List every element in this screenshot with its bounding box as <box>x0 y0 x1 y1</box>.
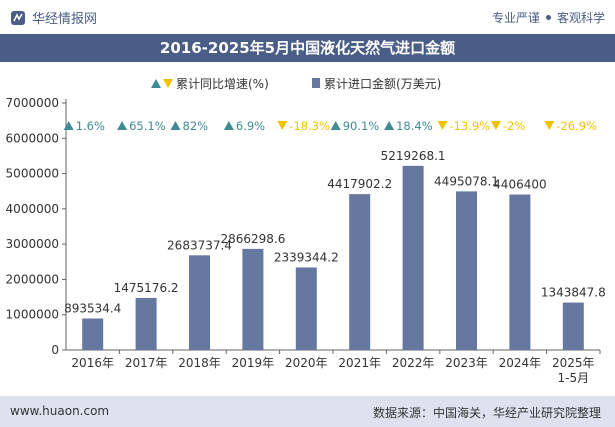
chart: 累计同比增速(%) 累计进口金额(万美元) 0 1000000 2000000 30000… <box>6 76 606 385</box>
footer: www.huaon.com 数据来源：中国海关，华经产业研究院整理 <box>0 396 615 427</box>
legend-up-triangle-icon <box>151 79 161 88</box>
y-tick-label: 2000000 <box>6 272 59 286</box>
x-tick-label: 2021年 <box>338 356 381 370</box>
bar-value-label: 2866298.6 <box>220 232 285 246</box>
growth-up-triangle-icon <box>223 121 234 130</box>
bar-value-label: 2339344.2 <box>274 250 339 264</box>
y-tick-label: 0 <box>51 343 59 357</box>
bar-value-label: 4406400 <box>493 178 546 192</box>
growth-label: 6.9% <box>236 119 265 133</box>
growth-label: -26.9% <box>556 119 597 133</box>
x-tick-label: 2019年 <box>232 356 275 370</box>
growth-down-triangle-icon <box>437 121 448 130</box>
bar <box>82 318 104 350</box>
growth-label: -13.9% <box>450 119 491 133</box>
y-tick-label: 3000000 <box>6 237 59 251</box>
logo-icon <box>11 10 25 25</box>
footer-site: www.huaon.com <box>10 404 110 418</box>
growth-label: 65.1% <box>129 119 166 133</box>
growth-down-triangle-icon <box>490 121 501 130</box>
legend-bar-label: 累计进口金额(万美元) <box>324 76 441 91</box>
y-tick-label: 1000000 <box>6 308 59 322</box>
top-bar: 华经情报网 专业严谨 客观科学 <box>0 0 615 34</box>
bar <box>456 191 477 350</box>
growth-down-triangle-icon <box>544 121 555 130</box>
bar-value-label: 1475176.2 <box>114 281 179 295</box>
growth-label: -2% <box>503 119 525 133</box>
y-tick-label: 7000000 <box>6 96 59 110</box>
tagline-left: 专业严谨 <box>491 11 540 25</box>
bar-value-label: 5219268.1 <box>381 149 446 163</box>
growth-up-triangle-icon <box>384 121 395 130</box>
dot-icon <box>545 15 551 20</box>
x-tick-label: 2018年 <box>178 356 221 370</box>
tagline-right: 客观科学 <box>556 11 605 25</box>
x-tick-label: 2023年 <box>445 356 488 370</box>
bar <box>509 194 531 350</box>
growth-up-triangle-icon <box>63 121 74 130</box>
bar <box>295 267 317 350</box>
legend-down-triangle-icon <box>163 79 173 88</box>
growth-label: 82% <box>183 119 209 133</box>
footer-source: 数据来源：中国海关，华经产业研究院整理 <box>372 406 601 420</box>
bar-value-label: 4417902.2 <box>327 177 392 191</box>
bar <box>135 297 157 350</box>
growth-up-triangle-icon <box>117 121 128 130</box>
growth-label: 90.1% <box>343 119 380 133</box>
bar <box>402 165 424 350</box>
x-tick-label: 2020年 <box>285 356 328 370</box>
y-tick-label: 6000000 <box>6 131 59 145</box>
y-tick-label: 5000000 <box>6 167 59 181</box>
growth-up-triangle-icon <box>330 121 341 130</box>
bar <box>242 248 264 350</box>
chart-title: 2016-2025年5月中国液化天然气进口金额 <box>0 34 615 62</box>
x-tick-label: 2016年 <box>71 356 114 370</box>
growth-down-triangle-icon <box>277 121 288 130</box>
x-tick-label: 2022年 <box>392 356 435 370</box>
x-tick-label: 2025年 1-5月 <box>552 356 595 385</box>
bar <box>349 194 371 350</box>
brand-name: 华经情报网 <box>32 12 98 27</box>
bar <box>189 255 210 350</box>
x-tick-label: 2017年 <box>125 356 168 370</box>
bar-value-label: 2683737.4 <box>167 238 232 252</box>
brand: 华经情报网 <box>10 8 97 27</box>
growth-up-triangle-icon <box>170 121 181 130</box>
bar-value-label: 893534.4 <box>64 301 121 315</box>
growth-label: 18.4% <box>396 119 433 133</box>
bar-value-label: 4495078.1 <box>434 174 499 188</box>
legend-growth-label: 累计同比增速(%) <box>176 77 269 91</box>
tagline: 专业严谨 客观科学 <box>492 9 605 26</box>
growth-label: -18.3% <box>289 119 330 133</box>
legend-bar-swatch <box>312 78 320 88</box>
x-tick-label: 2024年 <box>499 356 542 370</box>
bar <box>562 302 584 350</box>
growth-label: 1.6% <box>76 119 105 133</box>
bar-value-label: 1343847.8 <box>541 286 606 300</box>
y-tick-label: 4000000 <box>6 202 59 216</box>
